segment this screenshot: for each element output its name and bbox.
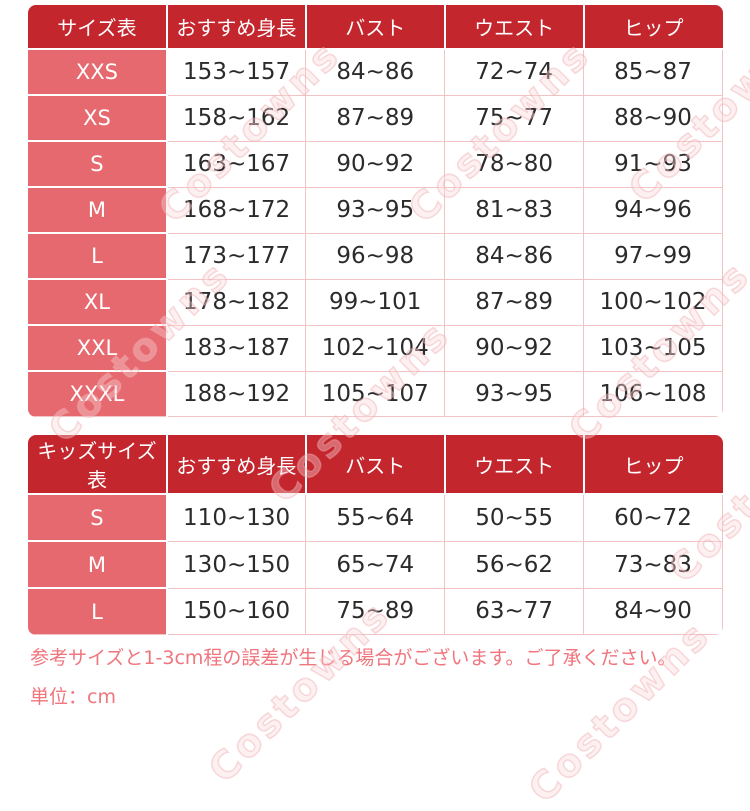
measurement-cell: 88~90	[583, 94, 723, 142]
table-row: S 163~167 90~92 78~80 91~93	[28, 140, 723, 188]
kids-size-table: キッズサイズ表 おすすめ身長 バスト ウエスト ヒップ S 110~130 55~64 50~…	[28, 435, 723, 635]
measurement-cell: 90~92	[444, 324, 585, 372]
measurement-cell: 100~102	[583, 278, 723, 326]
measurement-cell: 110~130	[166, 493, 307, 542]
kids-size-table-grid: キッズサイズ表 おすすめ身長 バスト ウエスト ヒップ S 110~130 55~64 50~…	[28, 435, 723, 635]
measurement-cell: 84~90	[583, 587, 723, 635]
size-tolerance-note: 参考サイズと1-3cm程の誤差が生じる場合がございます。ご了承ください。	[30, 647, 677, 669]
watermark-text: Costowns	[519, 611, 720, 811]
measurement-cell: 84~86	[444, 232, 585, 280]
kids-header-row: キッズサイズ表 おすすめ身長 バスト ウエスト ヒップ	[28, 435, 723, 495]
table-row: L 173~177 96~98 84~86 97~99	[28, 232, 723, 280]
column-header-4: ヒップ	[583, 5, 723, 50]
measurement-cell: 85~87	[583, 48, 723, 96]
size-label-cell: XS	[28, 95, 168, 142]
measurement-cell: 163~167	[166, 140, 307, 188]
measurement-cell: 102~104	[305, 324, 446, 372]
table-row: L 150~160 75~89 63~77 84~90	[28, 587, 723, 635]
measurement-cell: 78~80	[444, 140, 585, 188]
adult-header-row: サイズ表 おすすめ身長 バスト ウエスト ヒップ	[28, 5, 723, 50]
column-header-4: ヒップ	[583, 435, 723, 495]
column-header-2: バスト	[305, 435, 446, 495]
column-header-3: ウエスト	[444, 435, 585, 495]
measurement-cell: 60~72	[583, 493, 723, 542]
measurement-cell: 94~96	[583, 186, 723, 234]
column-header-1: おすすめ身長	[166, 5, 307, 50]
measurement-cell: 56~62	[444, 540, 585, 589]
measurement-cell: 150~160	[166, 587, 307, 635]
column-header-0: キッズサイズ表	[28, 435, 168, 495]
table-row: XL 178~182 99~101 87~89 100~102	[28, 278, 723, 326]
size-label-cell: XXXL	[28, 371, 168, 417]
table-row: XXXL 188~192 105~107 93~95 106~108	[28, 370, 723, 417]
size-label-cell: M	[28, 187, 168, 234]
measurement-cell: 63~77	[444, 587, 585, 635]
size-label-cell: XXL	[28, 325, 168, 372]
size-label-cell: XXS	[28, 49, 168, 96]
adult-size-table-grid: サイズ表 おすすめ身長 バスト ウエスト ヒップ XXS 153~157 84~86 72~7…	[28, 5, 723, 417]
measurement-cell: 90~92	[305, 140, 446, 188]
measurement-cell: 130~150	[166, 540, 307, 589]
measurement-cell: 168~172	[166, 186, 307, 234]
measurement-cell: 81~83	[444, 186, 585, 234]
measurement-cell: 93~95	[305, 186, 446, 234]
size-label-cell: L	[28, 233, 168, 280]
size-label-cell: XL	[28, 279, 168, 326]
measurement-cell: 73~83	[583, 540, 723, 589]
measurement-cell: 96~98	[305, 232, 446, 280]
table-row: S 110~130 55~64 50~55 60~72	[28, 493, 723, 542]
table-row: XS 158~162 87~89 75~77 88~90	[28, 94, 723, 142]
column-header-3: ウエスト	[444, 5, 585, 50]
measurement-cell: 158~162	[166, 94, 307, 142]
measurement-cell: 72~74	[444, 48, 585, 96]
measurement-cell: 93~95	[444, 370, 585, 417]
size-label-cell: S	[28, 141, 168, 188]
measurement-cell: 87~89	[444, 278, 585, 326]
measurement-cell: 173~177	[166, 232, 307, 280]
measurement-cell: 84~86	[305, 48, 446, 96]
measurement-cell: 103~105	[583, 324, 723, 372]
measurement-cell: 50~55	[444, 493, 585, 542]
measurement-cell: 153~157	[166, 48, 307, 96]
table-row: M 168~172 93~95 81~83 94~96	[28, 186, 723, 234]
measurement-cell: 75~89	[305, 587, 446, 635]
measurement-cell: 55~64	[305, 493, 446, 542]
measurement-cell: 106~108	[583, 370, 723, 417]
column-header-0: サイズ表	[28, 5, 168, 50]
column-header-2: バスト	[305, 5, 446, 50]
table-row: XXL 183~187 102~104 90~92 103~105	[28, 324, 723, 372]
size-label-cell: M	[28, 541, 168, 589]
measurement-cell: 75~77	[444, 94, 585, 142]
adult-size-table: サイズ表 おすすめ身長 バスト ウエスト ヒップ XXS 153~157 84~86 72~7…	[28, 5, 723, 417]
table-row: XXS 153~157 84~86 72~74 85~87	[28, 48, 723, 96]
measurement-cell: 105~107	[305, 370, 446, 417]
measurement-cell: 183~187	[166, 324, 307, 372]
measurement-cell: 99~101	[305, 278, 446, 326]
unit-note: 単位：cm	[30, 686, 116, 708]
measurement-cell: 97~99	[583, 232, 723, 280]
size-label-cell: L	[28, 588, 168, 635]
measurement-cell: 178~182	[166, 278, 307, 326]
table-row: M 130~150 65~74 56~62 73~83	[28, 540, 723, 589]
size-label-cell: S	[28, 494, 168, 542]
column-header-1: おすすめ身長	[166, 435, 307, 495]
measurement-cell: 91~93	[583, 140, 723, 188]
measurement-cell: 87~89	[305, 94, 446, 142]
measurement-cell: 188~192	[166, 370, 307, 417]
measurement-cell: 65~74	[305, 540, 446, 589]
